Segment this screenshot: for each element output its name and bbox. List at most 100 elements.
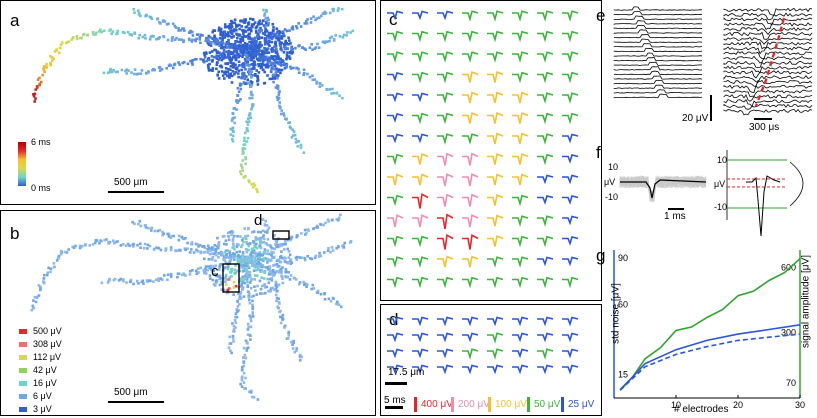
panel-c-label: c	[389, 10, 398, 29]
waveform	[412, 256, 429, 268]
pixel	[285, 270, 288, 274]
pixel	[280, 316, 284, 319]
waveform	[562, 174, 579, 185]
waveform	[437, 152, 454, 166]
pixel	[233, 21, 237, 25]
waveform	[537, 316, 554, 327]
pixel	[287, 331, 290, 335]
pixel	[266, 23, 270, 27]
pixel	[268, 270, 272, 274]
waveform	[537, 235, 554, 248]
pixel	[267, 42, 270, 46]
colorbar-top-label: 6 ms	[31, 137, 51, 147]
pixel	[79, 36, 82, 40]
x-tick-label: 10	[671, 400, 681, 410]
pixel	[221, 41, 224, 44]
pixel	[236, 255, 239, 258]
pixel	[213, 40, 217, 43]
pixel	[133, 72, 136, 76]
pixel	[279, 106, 282, 109]
pixel	[174, 249, 177, 253]
pixel	[237, 60, 241, 64]
pixel	[98, 30, 101, 33]
pixel	[247, 28, 251, 31]
pixel	[280, 34, 284, 38]
waveform	[537, 133, 554, 145]
pixel	[263, 248, 267, 251]
pixel	[142, 246, 146, 250]
pixel	[130, 33, 133, 36]
pixel	[258, 279, 262, 283]
pixel	[291, 347, 295, 350]
pixel	[323, 10, 327, 14]
pixel	[247, 295, 251, 299]
pixel	[232, 280, 236, 284]
waveform	[412, 214, 429, 228]
waveform	[387, 51, 404, 63]
pixel	[162, 19, 165, 22]
pixel	[283, 256, 286, 259]
pixel	[167, 64, 171, 68]
pixel	[241, 281, 244, 284]
pixel	[174, 26, 178, 29]
pixel	[283, 28, 287, 31]
pixel	[277, 300, 281, 304]
waveform	[387, 10, 404, 21]
pixel	[249, 28, 253, 31]
pixel	[220, 288, 223, 291]
pixel	[147, 70, 150, 73]
pixel	[251, 41, 254, 44]
pixel	[304, 48, 307, 51]
pixel	[287, 271, 290, 274]
pixel	[278, 101, 281, 104]
pixel	[183, 29, 186, 32]
trace-right	[723, 17, 813, 26]
waveform	[562, 92, 579, 104]
pixel	[121, 31, 125, 34]
pixel	[280, 250, 283, 253]
pixel	[230, 51, 234, 54]
pixel	[305, 283, 309, 286]
pixel	[289, 67, 293, 70]
pixel	[207, 67, 211, 71]
pixel	[258, 262, 262, 266]
pixel	[169, 64, 173, 67]
pixel	[325, 88, 329, 91]
waveform	[487, 234, 504, 247]
pixel	[291, 128, 294, 132]
pixel	[332, 38, 336, 41]
pixel	[232, 286, 236, 289]
pixel	[221, 31, 224, 34]
pixel	[236, 235, 239, 238]
pixel	[240, 261, 243, 265]
pixel	[270, 57, 273, 60]
pixel	[274, 36, 278, 39]
pixel	[242, 257, 246, 260]
pixel	[130, 71, 133, 74]
pixel	[279, 47, 283, 50]
pixel	[194, 269, 198, 273]
pixel	[294, 137, 298, 141]
pixel	[266, 238, 270, 241]
pixel	[193, 58, 197, 61]
pixel	[222, 288, 226, 292]
pixel	[257, 260, 261, 264]
pixel	[206, 244, 210, 248]
pixel	[264, 291, 267, 295]
pixel	[266, 16, 269, 20]
pixel	[221, 33, 225, 36]
pixel	[261, 57, 264, 60]
pixel	[228, 23, 232, 26]
pixel	[216, 236, 219, 240]
pixel	[258, 30, 262, 34]
waveform	[487, 111, 504, 124]
panel-c: c	[380, 0, 602, 301]
pixel	[119, 277, 123, 281]
pixel	[177, 238, 181, 242]
pixel	[247, 117, 250, 120]
pixel	[268, 59, 271, 63]
pixel	[232, 28, 236, 31]
pixel	[258, 257, 262, 261]
pixel	[236, 45, 239, 49]
waveform	[462, 10, 479, 22]
